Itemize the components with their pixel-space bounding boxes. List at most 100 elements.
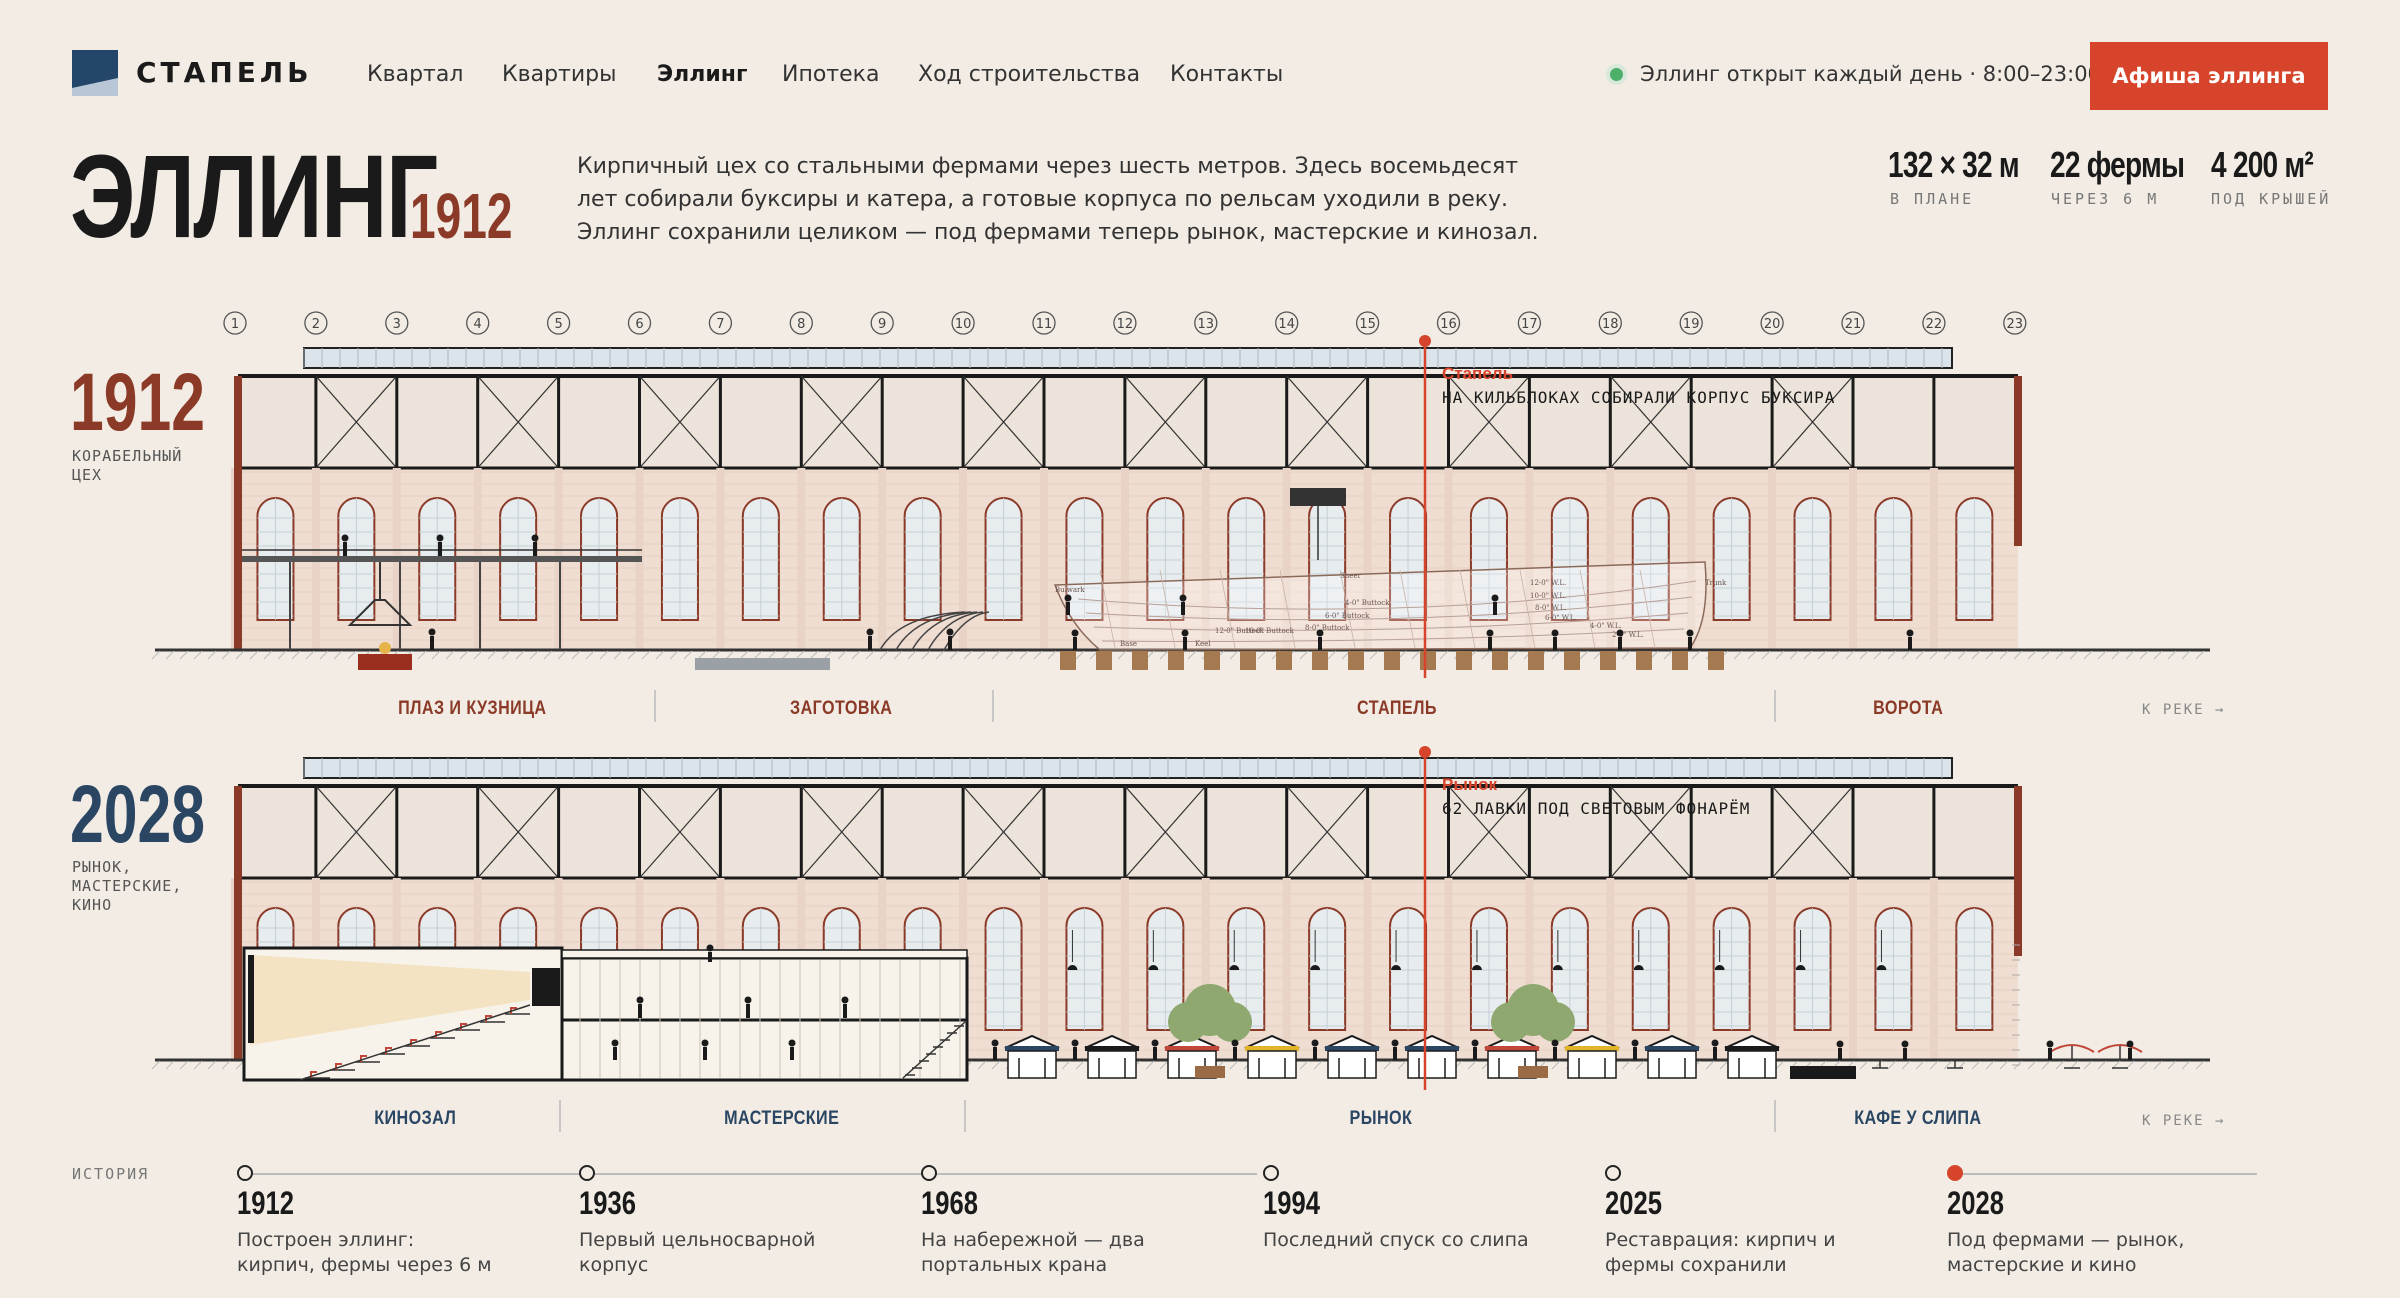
projector-booth: [532, 968, 560, 1006]
ground-hatch: [1481, 650, 1491, 660]
ground-hatch: [1299, 1060, 1309, 1070]
pilaster: [1363, 878, 1372, 1060]
pilaster: [1040, 468, 1048, 650]
zone-label: ВОРОТА: [1873, 698, 1944, 719]
person-figure: [638, 1004, 642, 1018]
ground-hatch: [1019, 650, 1029, 660]
ground-hatch: [1145, 1060, 1155, 1070]
afisha-button[interactable]: Афиша эллинга: [2090, 42, 2328, 110]
truss-zone: [238, 786, 2018, 878]
ground-hatch: [2055, 650, 2065, 660]
person-figure: [701, 1039, 709, 1047]
ground-hatch: [193, 650, 203, 660]
nav-link-elling[interactable]: Эллинг: [657, 62, 748, 87]
building-2028: [151, 757, 2210, 1132]
person-figure: [866, 628, 874, 636]
axis-marker: [1436, 311, 1461, 335]
workshop-rail: [561, 949, 968, 959]
ground-hatch: [1719, 1060, 1729, 1070]
nav-link-kvartal[interactable]: Квартал: [367, 62, 464, 87]
axis-number: 23: [2007, 317, 2024, 332]
zone-label: ЗАГОТОВКА: [790, 698, 893, 719]
timeline-dot[interactable]: [1605, 1165, 1621, 1181]
timeline-dot[interactable]: [579, 1165, 595, 1181]
title-year: 1912: [410, 180, 513, 252]
timeline-dot[interactable]: [921, 1165, 937, 1181]
stall-counter: [1247, 1050, 1297, 1079]
stall-awning: [1645, 1046, 1699, 1051]
person-figure: [1393, 1047, 1397, 1060]
person-figure: [2128, 1048, 2132, 1060]
ground-hatch: [1257, 650, 1267, 660]
hull-frame: [1339, 569, 1356, 649]
nav-link-ipoteka[interactable]: Ипотека: [782, 62, 880, 87]
pilaster: [1768, 878, 1777, 1060]
person-figure: [1838, 1048, 1842, 1060]
pilaster: [1282, 878, 1291, 1060]
ground-hatch: [291, 650, 301, 660]
pendant-lamp: [1067, 965, 1078, 970]
axis-number: 22: [1926, 317, 1943, 332]
logo[interactable]: СТАПЕЛЬ: [72, 50, 312, 96]
axis-marker: [385, 311, 409, 335]
truss-brace: [1771, 785, 1854, 879]
callout-title: Рынок: [1442, 775, 1498, 794]
caption-line: КОРАБЕЛЬНЫЙ: [72, 447, 183, 465]
pilaster: [1606, 468, 1615, 650]
timeline-dot[interactable]: [237, 1165, 253, 1181]
hull-mark: 8-0" W.L.: [1535, 604, 1567, 612]
hull-mark: 12-0" W.L.: [1530, 579, 1566, 587]
timeline-text: На набережной — два портальных крана: [921, 1229, 1145, 1276]
pendant-lamp: [1714, 965, 1725, 970]
nav-link-kvartiry[interactable]: Квартиры: [502, 62, 617, 87]
ground-hatch: [1775, 650, 1785, 660]
ground-hatch: [767, 650, 777, 660]
ground-hatch: [1859, 650, 1869, 660]
person-figure: [2046, 1040, 2054, 1048]
ground-hatch: [991, 1060, 1001, 1070]
person-figure: [2126, 1040, 2134, 1048]
ground-hatch: [1887, 1060, 1897, 1070]
ground-hatch: [179, 1060, 189, 1070]
stall-counter: [1087, 1050, 1137, 1079]
timeline-dot-current[interactable]: [1947, 1165, 1963, 1181]
stall-awning: [1005, 1046, 1059, 1051]
stat-value: 132 × 32 м: [1888, 144, 2020, 185]
ground-hatch: [1915, 650, 1925, 660]
timeline-text: Построен эллинг: кирпич, фермы через 6 м: [237, 1229, 492, 1276]
hull-mark: 6-0" Buttock: [1325, 612, 1370, 620]
nav-link-hod-stroitelstva[interactable]: Ход строительства: [918, 62, 1141, 87]
person-figure: [613, 1047, 617, 1060]
nav-link-kontakty[interactable]: Контакты: [1170, 62, 1284, 87]
truss-brace: [1609, 375, 1692, 469]
ground-hatch: [2181, 1060, 2191, 1070]
timeline-dot[interactable]: [1263, 1165, 1279, 1181]
ground-hatch: [1369, 650, 1379, 660]
ground-hatch: [627, 650, 637, 660]
truss-brace: [1286, 375, 1369, 469]
axis-marker: [789, 311, 813, 335]
ground-hatch: [823, 650, 833, 660]
truss-brace: [315, 785, 398, 879]
ground-hatch: [2083, 650, 2093, 660]
hull-mark: Sheer: [1340, 572, 1362, 580]
ground-hatch: [1061, 1060, 1071, 1070]
person-figure: [746, 1004, 750, 1018]
ground-hatch: [1873, 650, 1883, 660]
timeline-label: ИСТОРИЯ: [72, 1165, 150, 1183]
hull-mark: 2-0" W.L.: [1612, 631, 1644, 639]
stat-label: ЧЕРЕЗ 6 М: [2051, 190, 2160, 208]
pilaster: [1201, 468, 1210, 650]
zone-label: КИНОЗАЛ: [374, 1108, 457, 1129]
person-figure: [948, 636, 952, 650]
ground-hatch: [1439, 650, 1449, 660]
ground-hatch: [1551, 650, 1561, 660]
ground-hatch: [1901, 1060, 1911, 1070]
truss-brace: [639, 375, 721, 469]
keel-block: [1636, 651, 1652, 670]
truss-brace: [1124, 375, 1207, 469]
pilaster: [878, 468, 887, 650]
axis-marker: [1355, 311, 1380, 335]
ground-hatch: [1117, 650, 1127, 660]
ground-hatch: [431, 650, 441, 660]
